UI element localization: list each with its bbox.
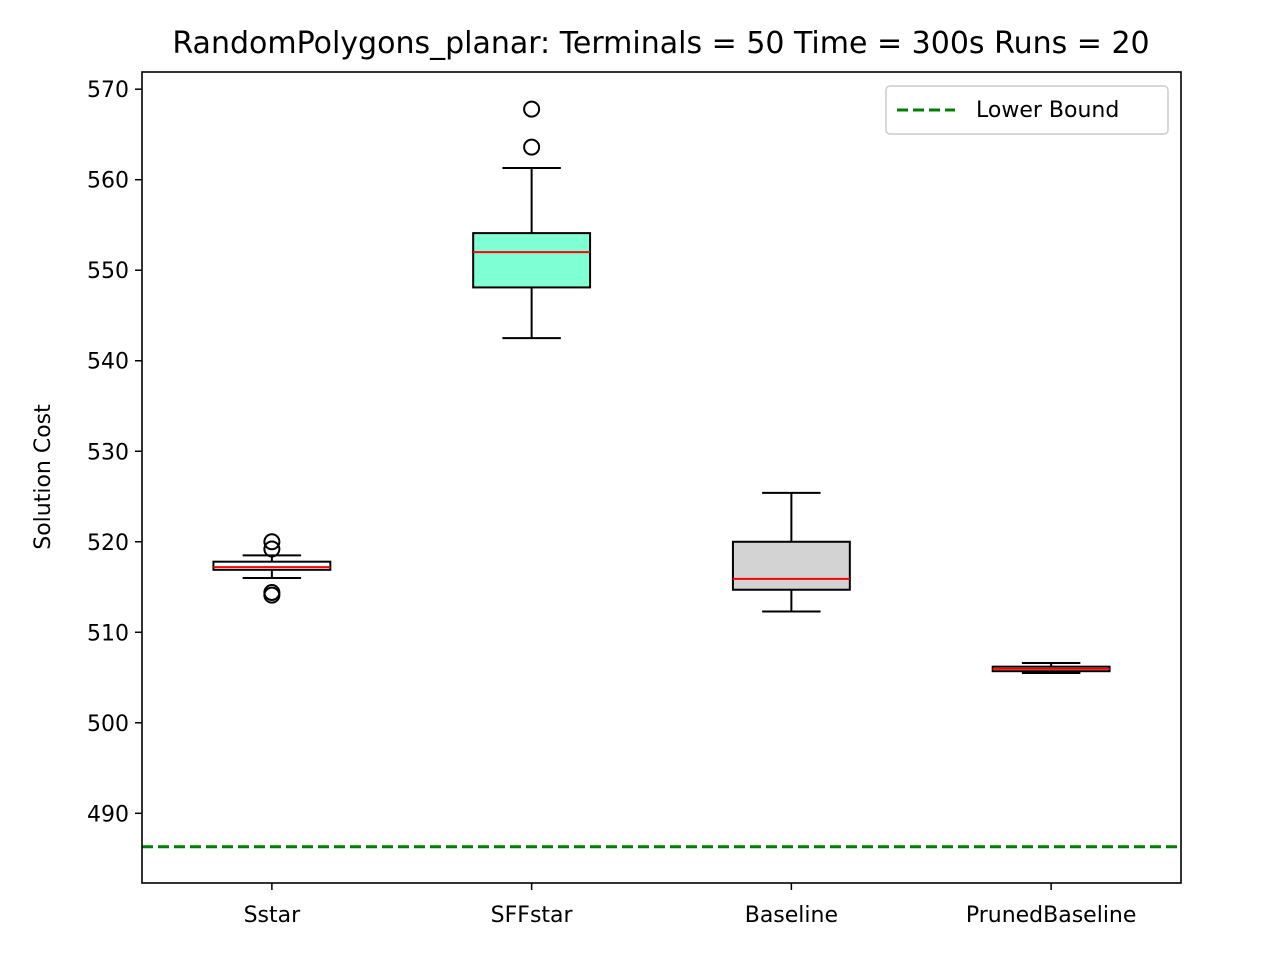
y-axis-label: Solution Cost	[31, 404, 56, 550]
plot-area	[142, 100, 1181, 849]
y-tick-label: 490	[87, 802, 129, 827]
x-tick-label: Sstar	[244, 903, 302, 928]
legend: Lower Bound	[885, 85, 1169, 135]
outlier-point	[263, 533, 281, 551]
y-tick-label: 570	[87, 78, 129, 103]
y-tick-label: 560	[87, 169, 129, 194]
plot-frame	[141, 71, 1182, 884]
chart-title: RandomPolygons_planar: Terminals = 50 Ti…	[172, 26, 1149, 61]
outlier-point	[263, 540, 281, 558]
legend-lower-bound-label: Lower Bound	[976, 98, 1119, 123]
iqr-box	[472, 232, 592, 289]
outlier-point	[523, 100, 541, 118]
x-tick-label: PrunedBaseline	[966, 903, 1137, 928]
box-sstar	[212, 533, 332, 604]
box-prunedbaseline	[991, 662, 1111, 675]
outlier-point	[263, 583, 281, 601]
y-tick-label: 520	[87, 531, 129, 556]
outlier-point	[523, 138, 541, 156]
x-tick-label: Baseline	[745, 903, 838, 928]
y-tick-label: 550	[87, 259, 129, 284]
box-baseline	[731, 491, 851, 613]
y-tick-label: 530	[87, 440, 129, 465]
y-tick-label: 500	[87, 712, 129, 737]
x-tick-label: SFFstar	[491, 903, 574, 928]
y-tick-label: 510	[87, 621, 129, 646]
box-sffstar	[472, 100, 592, 340]
y-tick-label: 540	[87, 350, 129, 375]
iqr-box	[212, 560, 332, 571]
iqr-box	[731, 540, 851, 591]
legend-box	[885, 85, 1169, 135]
